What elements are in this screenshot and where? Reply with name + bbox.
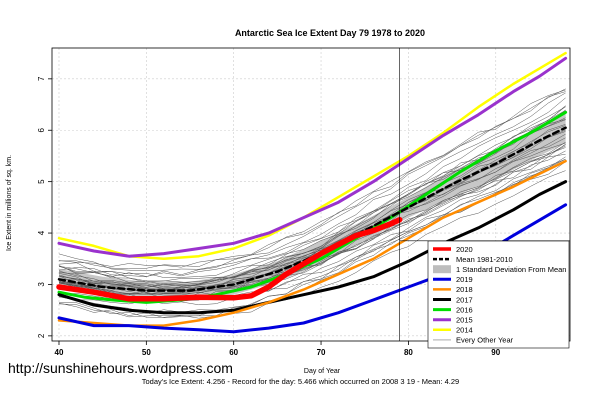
other-year-line xyxy=(58,91,566,268)
axes: 40 50 60 70 80 90 2 3 4 5 6 7 xyxy=(37,47,571,357)
source-url: http://sunshinehours.wordpress.com xyxy=(8,360,233,376)
legend-label: 2018 xyxy=(456,285,473,294)
other-year-line xyxy=(58,109,566,288)
y-tick-label: 4 xyxy=(37,230,46,235)
legend-label: Every Other Year xyxy=(456,336,514,345)
y-tick-label: 7 xyxy=(37,76,46,81)
other-year-line xyxy=(58,150,566,293)
series-line-2014 xyxy=(57,51,567,261)
y-tick-label: 2 xyxy=(37,333,46,338)
other-year-line xyxy=(58,89,566,270)
footer-note: Today's Ice Extent: 4.256 - Record for t… xyxy=(141,377,460,386)
x-tick-label: 80 xyxy=(404,348,413,357)
other-year-line xyxy=(58,97,566,288)
y-tick-label: 3 xyxy=(37,282,46,287)
other-year-line xyxy=(58,147,566,318)
other-year-line xyxy=(58,117,566,278)
y-tick-label: 5 xyxy=(37,179,46,184)
other-year-line xyxy=(58,143,566,299)
other-year-line xyxy=(58,142,566,282)
plot-frame xyxy=(51,47,571,342)
series-line-2017 xyxy=(57,180,568,315)
x-tick-label: 60 xyxy=(229,348,238,357)
legend-box xyxy=(427,240,570,349)
other-year-line xyxy=(58,88,566,277)
legend-label: 2015 xyxy=(456,316,473,325)
legend-label: 2020 xyxy=(456,245,473,254)
x-tick-label: 40 xyxy=(55,348,64,357)
y-tick-label: 6 xyxy=(37,127,46,132)
other-year-line xyxy=(58,92,566,277)
x-tick-label: 70 xyxy=(317,348,326,357)
x-tick-label: 50 xyxy=(142,348,151,357)
legend-label: 2016 xyxy=(456,305,473,314)
legend-swatch-std-band xyxy=(433,265,451,274)
x-axis-label: Day of Year xyxy=(304,368,341,375)
other-year-line xyxy=(58,119,566,294)
series-line-2020 xyxy=(56,216,403,302)
legend-label: 2017 xyxy=(456,295,473,304)
x-tick-label: 90 xyxy=(491,348,500,357)
legend-label: 2019 xyxy=(456,275,473,284)
series-line-mean-1981-2010 xyxy=(57,126,567,292)
legend-label: 1 Standard Deviation From Mean xyxy=(456,265,566,274)
other-year-line xyxy=(58,137,566,286)
legend-label: Mean 1981-2010 xyxy=(456,255,513,264)
series-line-2015 xyxy=(57,56,568,258)
chart-title: Antarctic Sea Ice Extent Day 79 1978 to … xyxy=(235,28,425,38)
legend-label: 2014 xyxy=(456,326,473,335)
y-axis-label: Ice Extent in millions of sq. km. xyxy=(6,155,13,251)
